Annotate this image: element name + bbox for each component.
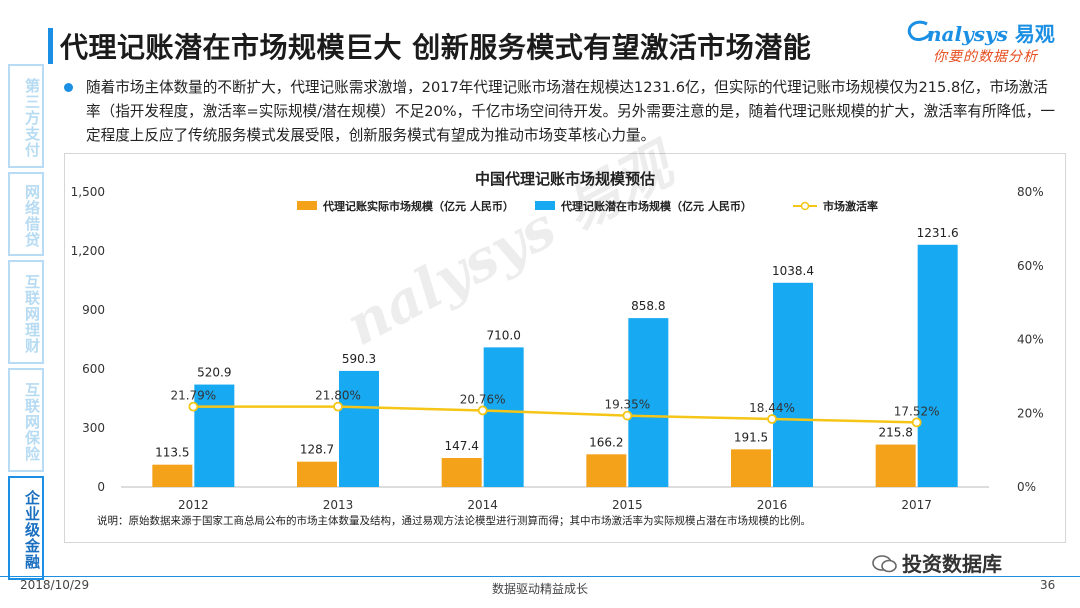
bar-value-label: 113.5 bbox=[155, 446, 189, 460]
bar-value-label: 1231.6 bbox=[917, 226, 959, 240]
bar-potential-size bbox=[194, 384, 235, 487]
bar-value-label: 147.4 bbox=[444, 439, 478, 453]
activation-rate-point bbox=[188, 401, 199, 412]
x-axis-tick-label: 2012 bbox=[178, 498, 209, 512]
wechat-account: 投资数据库 bbox=[872, 548, 1002, 577]
sidebar-item-internet-insurance[interactable]: 互联网保险 bbox=[8, 368, 44, 472]
right-axis-tick-label: 20% bbox=[1017, 406, 1044, 420]
activation-rate-point bbox=[911, 417, 922, 428]
legend-label: 市场激活率 bbox=[823, 199, 878, 213]
bar-value-label: 710.0 bbox=[486, 328, 520, 342]
bar-actual-size bbox=[441, 458, 482, 487]
sidebar-item-third-party-payment[interactable]: 第三方支付 bbox=[8, 64, 44, 168]
activation-rate-label: 21.80% bbox=[315, 389, 361, 403]
bar-value-label: 858.8 bbox=[631, 299, 665, 313]
footer-slogan: 数据驱动精益成长 bbox=[492, 582, 589, 596]
left-axis-tick-label: 600 bbox=[82, 362, 105, 376]
bullet-dot bbox=[64, 83, 73, 92]
logo-brand-text: nalysys bbox=[927, 22, 1008, 46]
left-axis-tick-label: 300 bbox=[82, 421, 105, 435]
right-axis-tick-label: 60% bbox=[1017, 259, 1044, 273]
page-title: 代理记账潜在市场规模巨大 创新服务模式有望激活市场潜能 bbox=[60, 31, 812, 64]
bar-value-label: 191.5 bbox=[734, 430, 768, 444]
wechat-icon bbox=[872, 555, 897, 573]
sidebar-item-internet-wealth[interactable]: 互联网理财 bbox=[8, 260, 44, 364]
footer-divider bbox=[0, 576, 1080, 577]
bar-actual-size bbox=[875, 444, 916, 487]
bar-actual-size bbox=[731, 449, 771, 487]
bar-value-label: 128.7 bbox=[300, 443, 334, 457]
logo-swoosh-icon bbox=[907, 20, 933, 41]
bar-value-label: 590.3 bbox=[342, 352, 376, 366]
bar-value-label: 1038.4 bbox=[772, 264, 814, 278]
chart-note: 说明：原始数据来源于国家工商总局公布的市场主体数量及结构，通过易观方法论模型进行… bbox=[97, 514, 811, 527]
activation-rate-label: 18.44% bbox=[749, 401, 795, 415]
bar-actual-size bbox=[152, 464, 193, 487]
bar-potential-size bbox=[339, 370, 379, 487]
bar-value-label: 166.2 bbox=[589, 435, 623, 449]
legend-swatch-bar bbox=[297, 201, 317, 210]
page-number: 36 bbox=[1040, 578, 1056, 592]
bar-potential-size bbox=[483, 347, 524, 487]
activation-rate-label: 21.79% bbox=[170, 389, 216, 403]
bar-potential-size bbox=[628, 318, 669, 487]
x-axis-tick-label: 2016 bbox=[757, 498, 788, 512]
activation-rate-point bbox=[622, 410, 633, 421]
footer-date: 2018/10/29 bbox=[20, 578, 90, 592]
activation-rate-label: 17.52% bbox=[894, 404, 940, 418]
bar-value-label: 215.8 bbox=[878, 426, 912, 440]
bar-actual-size bbox=[586, 454, 627, 487]
wechat-account-name: 投资数据库 bbox=[902, 552, 1002, 576]
bar-actual-size bbox=[297, 461, 337, 487]
right-axis-tick-label: 0% bbox=[1017, 480, 1036, 494]
sidebar-item-enterprise-finance[interactable]: 企业级金融 bbox=[8, 476, 44, 580]
bar-potential-size bbox=[773, 282, 813, 487]
left-axis-tick-label: 900 bbox=[82, 303, 105, 317]
x-axis-tick-label: 2014 bbox=[467, 498, 498, 512]
left-axis-tick-label: 0 bbox=[97, 480, 105, 494]
bar-value-label: 520.9 bbox=[197, 366, 231, 380]
x-axis-tick-label: 2013 bbox=[323, 498, 354, 512]
bar-potential-size bbox=[917, 244, 958, 487]
x-axis-tick-label: 2015 bbox=[612, 498, 643, 512]
activation-rate-line bbox=[193, 405, 917, 424]
analysys-logo: nalysys 易观 你要的数据分析 bbox=[905, 18, 1065, 70]
x-axis-tick-label: 2017 bbox=[901, 498, 932, 512]
left-axis-tick-label: 1,500 bbox=[71, 185, 105, 199]
title-accent-bar bbox=[48, 28, 53, 64]
legend-swatch-bar bbox=[535, 201, 555, 210]
activation-rate-point bbox=[767, 414, 777, 424]
chart-frame: 中国代理记账市场规模预估代理记账实际市场规模（亿元 人民币） 代理记账潜在市场规模… bbox=[64, 153, 1066, 543]
right-axis-tick-label: 40% bbox=[1017, 333, 1044, 347]
legend-swatch-marker bbox=[800, 201, 810, 211]
activation-rate-label: 20.76% bbox=[460, 392, 506, 406]
right-axis-tick-label: 80% bbox=[1017, 185, 1044, 199]
logo-slogan: 你要的数据分析 bbox=[933, 49, 1038, 65]
activation-rate-point bbox=[477, 405, 488, 416]
activation-rate-label: 19.35% bbox=[604, 398, 650, 412]
sidebar-item-online-lending[interactable]: 网络借贷 bbox=[8, 172, 44, 256]
legend-label: 代理记账实际市场规模（亿元 人民币） bbox=[322, 199, 514, 213]
legend-label: 代理记账潜在市场规模（亿元 人民币） bbox=[560, 199, 752, 213]
logo-brand-cn: 易观 bbox=[1014, 22, 1055, 46]
summary-paragraph: 随着市场主体数量的不断扩大，代理记账需求激增，2017年代理记账市场潜在规模达1… bbox=[86, 79, 1055, 144]
activation-rate-point bbox=[333, 401, 343, 412]
left-axis-tick-label: 1,200 bbox=[71, 244, 105, 258]
chart-title: 中国代理记账市场规模预估 bbox=[475, 170, 655, 188]
